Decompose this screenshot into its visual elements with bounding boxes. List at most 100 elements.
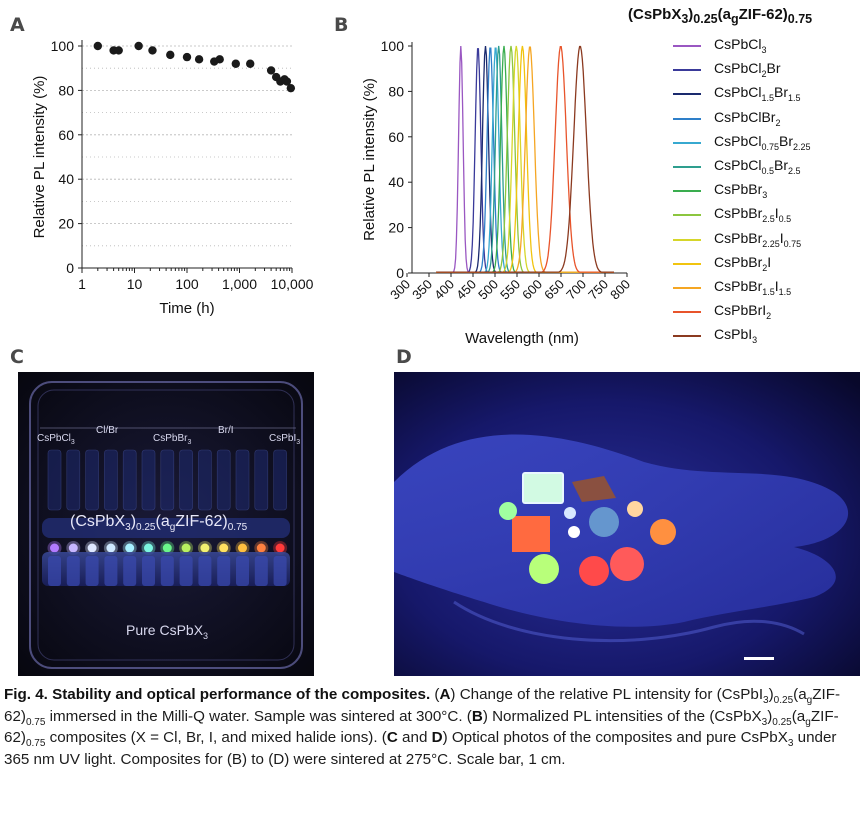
legend-swatch bbox=[673, 286, 701, 289]
chart-a-data-point bbox=[194, 55, 204, 64]
legend-label: CsPbBrI2 bbox=[714, 302, 772, 321]
chart-a-x-tick-label: 1,000 bbox=[222, 276, 257, 292]
chart-a-data-point bbox=[231, 59, 240, 68]
chart-b-y-label: Relative PL intensity (%) bbox=[361, 78, 378, 241]
chart-a-x-tick-label: 10,000 bbox=[271, 276, 314, 292]
chart-b-x-tick-label: 800 bbox=[607, 277, 630, 303]
chart-a-data-point bbox=[246, 59, 255, 68]
photo-c-label-clbr: Cl/Br bbox=[96, 425, 119, 436]
legend-label: CsPbClBr2 bbox=[714, 108, 781, 128]
chart-a-data-point bbox=[266, 66, 276, 75]
sample-disc-green-small bbox=[499, 502, 517, 520]
legend-swatch bbox=[673, 238, 701, 241]
vial-glow bbox=[68, 543, 78, 553]
chart-a-y-tick-label: 0 bbox=[66, 260, 74, 276]
photo-c-pure-label: Pure CsPbX3 bbox=[126, 622, 209, 641]
photo-c-vials: CsPbCl3 Cl/Br CsPbBr3 Br/I CsPbI3 (CsPbX… bbox=[18, 372, 314, 676]
vial-bottom bbox=[160, 556, 174, 586]
legend-label: CsPbBr2.25I0.75 bbox=[714, 229, 802, 249]
figure-caption: Fig. 4. Stability and optical performanc… bbox=[4, 686, 841, 768]
legend-item: CsPbBr1.5I1.5 bbox=[628, 276, 862, 300]
sample-disc-red bbox=[579, 556, 609, 586]
vial-glow bbox=[238, 543, 247, 553]
vial-bottom bbox=[254, 556, 268, 586]
legend-item: CsPbCl0.75Br2.25 bbox=[628, 131, 862, 155]
legend-label: CsPbBr2I bbox=[714, 253, 772, 273]
sample-triangle-brown bbox=[572, 476, 616, 502]
panel-label-d: D bbox=[396, 346, 412, 368]
sample-disc-white-dot bbox=[568, 526, 580, 538]
legend-label: CsPbCl0.5Br2.5 bbox=[714, 156, 801, 176]
photo-c-label-cspbcl3: CsPbCl3 bbox=[37, 433, 75, 446]
legend-swatch bbox=[673, 93, 701, 96]
vial-bottom bbox=[198, 556, 212, 586]
vial-glow bbox=[125, 543, 135, 553]
vial-bottom bbox=[66, 556, 80, 586]
legend-item: CsPbClBr2 bbox=[628, 107, 862, 131]
legend-label: CsPbCl2Br bbox=[714, 60, 781, 79]
chart-b-y-tick-label: 100 bbox=[381, 38, 405, 54]
chart-b-x-tick-label: 350 bbox=[409, 277, 435, 303]
chart-b-y-tick-label: 40 bbox=[388, 174, 404, 190]
vial-glow bbox=[256, 543, 266, 553]
chart-b-y-tick-label: 60 bbox=[388, 129, 404, 145]
chart-a-x-label: Time (h) bbox=[159, 300, 214, 317]
legend-swatch bbox=[673, 117, 701, 120]
photo-d-hand bbox=[394, 372, 860, 676]
vial-bottom bbox=[48, 556, 61, 586]
legend-swatch bbox=[673, 69, 701, 72]
chart-a-y-tick-label: 20 bbox=[58, 216, 74, 232]
vial-bottom bbox=[236, 556, 249, 586]
sample-disc-peach bbox=[627, 501, 643, 517]
chart-a-data-point bbox=[93, 41, 103, 51]
chart-b-y-tick-label: 80 bbox=[388, 83, 404, 99]
photo-c-scene bbox=[18, 372, 314, 676]
chart-a-y-label: Relative PL intensity (%) bbox=[31, 76, 48, 239]
vial-glow bbox=[162, 543, 172, 553]
chart-b-pl-spectra: 0 20 40 60 80 100 3003504004505005506006507007… bbox=[361, 38, 630, 347]
chart-b-series-line bbox=[436, 45, 614, 273]
legend-swatch bbox=[673, 335, 701, 338]
chart-b-y-tick-label: 0 bbox=[396, 265, 404, 281]
vial-top bbox=[104, 449, 118, 511]
vial-top bbox=[235, 449, 250, 511]
vial-glow bbox=[200, 543, 210, 553]
vial-bottom bbox=[123, 556, 137, 586]
chart-b-x-tick-label: 650 bbox=[541, 277, 567, 303]
vial-glow bbox=[144, 543, 153, 553]
vial-top bbox=[122, 449, 137, 511]
vial-top bbox=[160, 449, 175, 511]
legend-item: CsPbBrI2 bbox=[628, 300, 862, 324]
chart-a-y-tick-label: 80 bbox=[58, 82, 74, 98]
photo-c-label-cspbi3: CsPbI3 bbox=[269, 433, 301, 446]
legend-label: CsPbBr1.5I1.5 bbox=[714, 277, 792, 297]
sample-disc-blue bbox=[589, 507, 619, 537]
sample-square-tint bbox=[524, 474, 562, 502]
legend-item: CsPbBr2.25I0.75 bbox=[628, 228, 862, 252]
panel-label-b: B bbox=[334, 14, 349, 36]
sample-square-orange bbox=[512, 516, 550, 552]
vial-top bbox=[254, 449, 269, 511]
legend-item: CsPbI3 bbox=[628, 324, 862, 348]
chart-b-legend: (CsPbX3)0.25(agZIF-62)0.75 CsPbCl3 CsPbCl… bbox=[628, 6, 862, 348]
vial-top bbox=[179, 449, 193, 511]
photo-d-scene bbox=[394, 372, 860, 676]
legend-item: CsPbCl2Br bbox=[628, 58, 862, 82]
chart-a-data-point bbox=[286, 83, 296, 93]
chart-a-x-tick-label: 1 bbox=[78, 276, 86, 292]
vial-bottom bbox=[142, 556, 155, 586]
chart-a-stability: 0 20 40 60 80 100 1 10 100 1,000 10,000 Time (h) Rel… bbox=[31, 38, 314, 317]
chart-a-data-point bbox=[114, 46, 123, 55]
vial-bottom bbox=[104, 556, 118, 586]
sample-disc-lime bbox=[529, 554, 559, 584]
chart-a-y-tick-label: 40 bbox=[58, 171, 74, 187]
legend-item: CsPbBr3 bbox=[628, 179, 862, 203]
chart-a-data-point bbox=[182, 52, 192, 62]
caption-title: Fig. 4. Stability and optical performanc… bbox=[4, 686, 431, 703]
photo-c-label-cspbbr3: CsPbBr3 bbox=[153, 433, 192, 446]
vial-glow bbox=[106, 543, 116, 553]
legend-item: CsPbBr2I bbox=[628, 252, 862, 276]
chart-b-x-label: Wavelength (nm) bbox=[465, 330, 579, 347]
legend-label: CsPbCl0.75Br2.25 bbox=[714, 132, 811, 152]
legend-label: CsPbCl1.5Br1.5 bbox=[714, 84, 801, 104]
